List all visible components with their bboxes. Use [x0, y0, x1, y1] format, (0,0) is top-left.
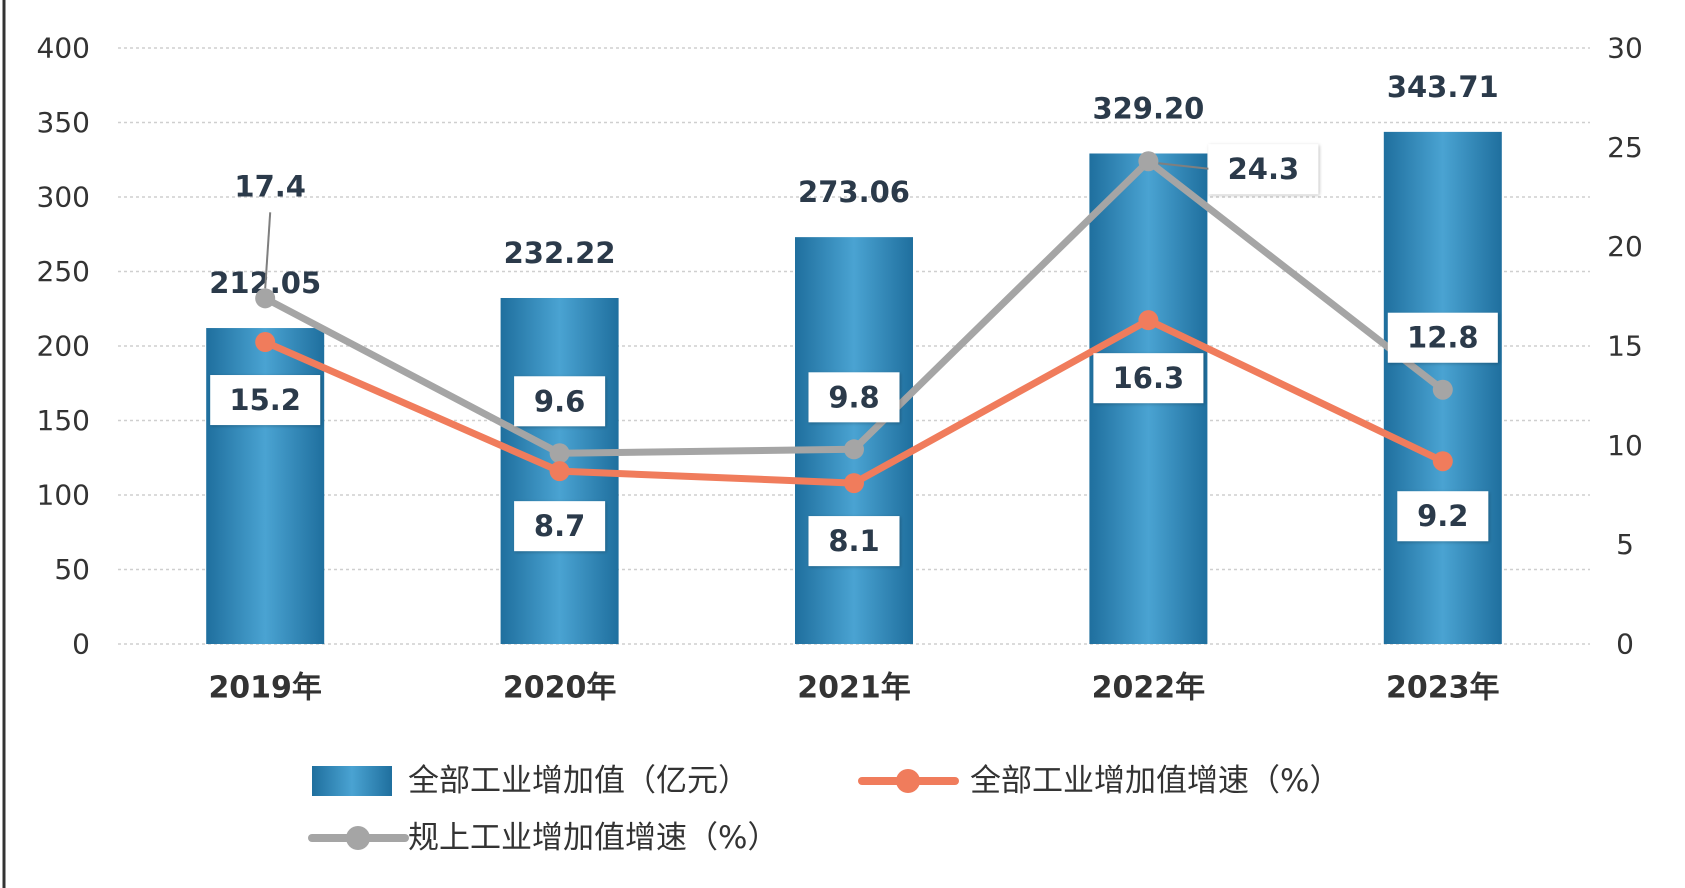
legend-label: 规上工业增加值增速（%） [408, 820, 778, 856]
right-tick-label: 0 [1616, 628, 1634, 661]
leader-line [1158, 162, 1214, 171]
right-tick-label: 5 [1616, 528, 1634, 561]
category-label: 2021年 [797, 671, 911, 706]
point-label-box [808, 516, 900, 567]
point-label-box [808, 372, 900, 423]
legend-label: 全部工业增加值增速（%） [970, 763, 1340, 799]
left-tick-label: 150 [37, 404, 90, 437]
point-label-box [514, 501, 606, 552]
right-tick-label: 15 [1607, 330, 1643, 363]
line-point [255, 288, 276, 309]
point-value-label: 9.6 [534, 384, 585, 418]
legend-swatch-bar [312, 766, 392, 796]
right-tick-label: 10 [1607, 429, 1643, 462]
point-value-label: 24.3 [1228, 152, 1300, 186]
point-label-box [1093, 353, 1204, 404]
category-labels: 2019年 2020年 2021年 2022年 2023年 [208, 671, 1499, 706]
line-point [1432, 451, 1453, 472]
left-tick-label: 50 [54, 553, 90, 586]
bar-value-label: 232.22 [504, 236, 616, 270]
left-tick-label: 400 [37, 32, 90, 65]
point-value-label: 16.3 [1113, 361, 1185, 395]
line-point [844, 473, 864, 494]
point-value-label: 9.8 [828, 380, 879, 414]
legend-swatch-marker [346, 826, 370, 850]
left-axis-ticks: 0 50 100 150 200 250 300 350 400 [37, 32, 90, 661]
line-point [255, 332, 276, 353]
right-tick-label: 20 [1607, 230, 1643, 263]
point-value-label: 15.2 [229, 383, 301, 417]
point-label-box [210, 375, 321, 426]
line-point [1432, 379, 1453, 400]
left-tick-label: 0 [72, 628, 90, 661]
point-value-label: 9.2 [1417, 499, 1468, 533]
line-series [255, 151, 1453, 494]
category-label: 2019年 [208, 671, 322, 706]
legend-label: 全部工业增加值（亿元） [408, 763, 749, 799]
legend: 全部工业增加值（亿元） 全部工业增加值增速（%） 规上工业增加值增速（%） [308, 763, 1340, 856]
left-tick-label: 350 [37, 106, 90, 139]
point-label-box [514, 376, 606, 427]
left-tick-label: 250 [37, 255, 90, 288]
category-label: 2022年 [1092, 671, 1206, 706]
leader-line [264, 212, 272, 289]
right-tick-label: 25 [1607, 131, 1643, 164]
point-value-label: 8.1 [828, 524, 879, 558]
point-value-label: 8.7 [534, 509, 585, 543]
point-label-box [1208, 144, 1319, 195]
left-tick-label: 300 [37, 181, 90, 214]
line-point [1138, 310, 1159, 331]
point-value-label: 17.4 [234, 169, 306, 203]
category-label: 2023年 [1386, 671, 1500, 706]
line-point [1138, 151, 1159, 172]
left-tick-label: 200 [37, 330, 90, 363]
line-point [549, 461, 570, 482]
bar-value-label: 343.71 [1387, 70, 1499, 104]
point-label-box [1397, 491, 1489, 542]
category-label: 2020年 [503, 671, 617, 706]
bar-value-label: 329.20 [1092, 91, 1204, 125]
right-axis-ticks: 0 5 10 15 20 25 30 [1607, 32, 1643, 661]
legend-swatch-marker [896, 769, 920, 793]
line-point [549, 443, 570, 464]
right-tick-label: 30 [1607, 32, 1643, 65]
point-label-box [1387, 312, 1498, 363]
bar-value-label: 273.06 [798, 175, 910, 209]
left-tick-label: 100 [37, 479, 90, 512]
gridlines [118, 47, 1590, 645]
line-point [844, 439, 864, 460]
point-labels: 15.2 8.7 8.1 16.3 9.2 17.4 9.6 9.8 24.3 12.8 [210, 144, 1498, 567]
point-value-label: 12.8 [1407, 321, 1479, 355]
